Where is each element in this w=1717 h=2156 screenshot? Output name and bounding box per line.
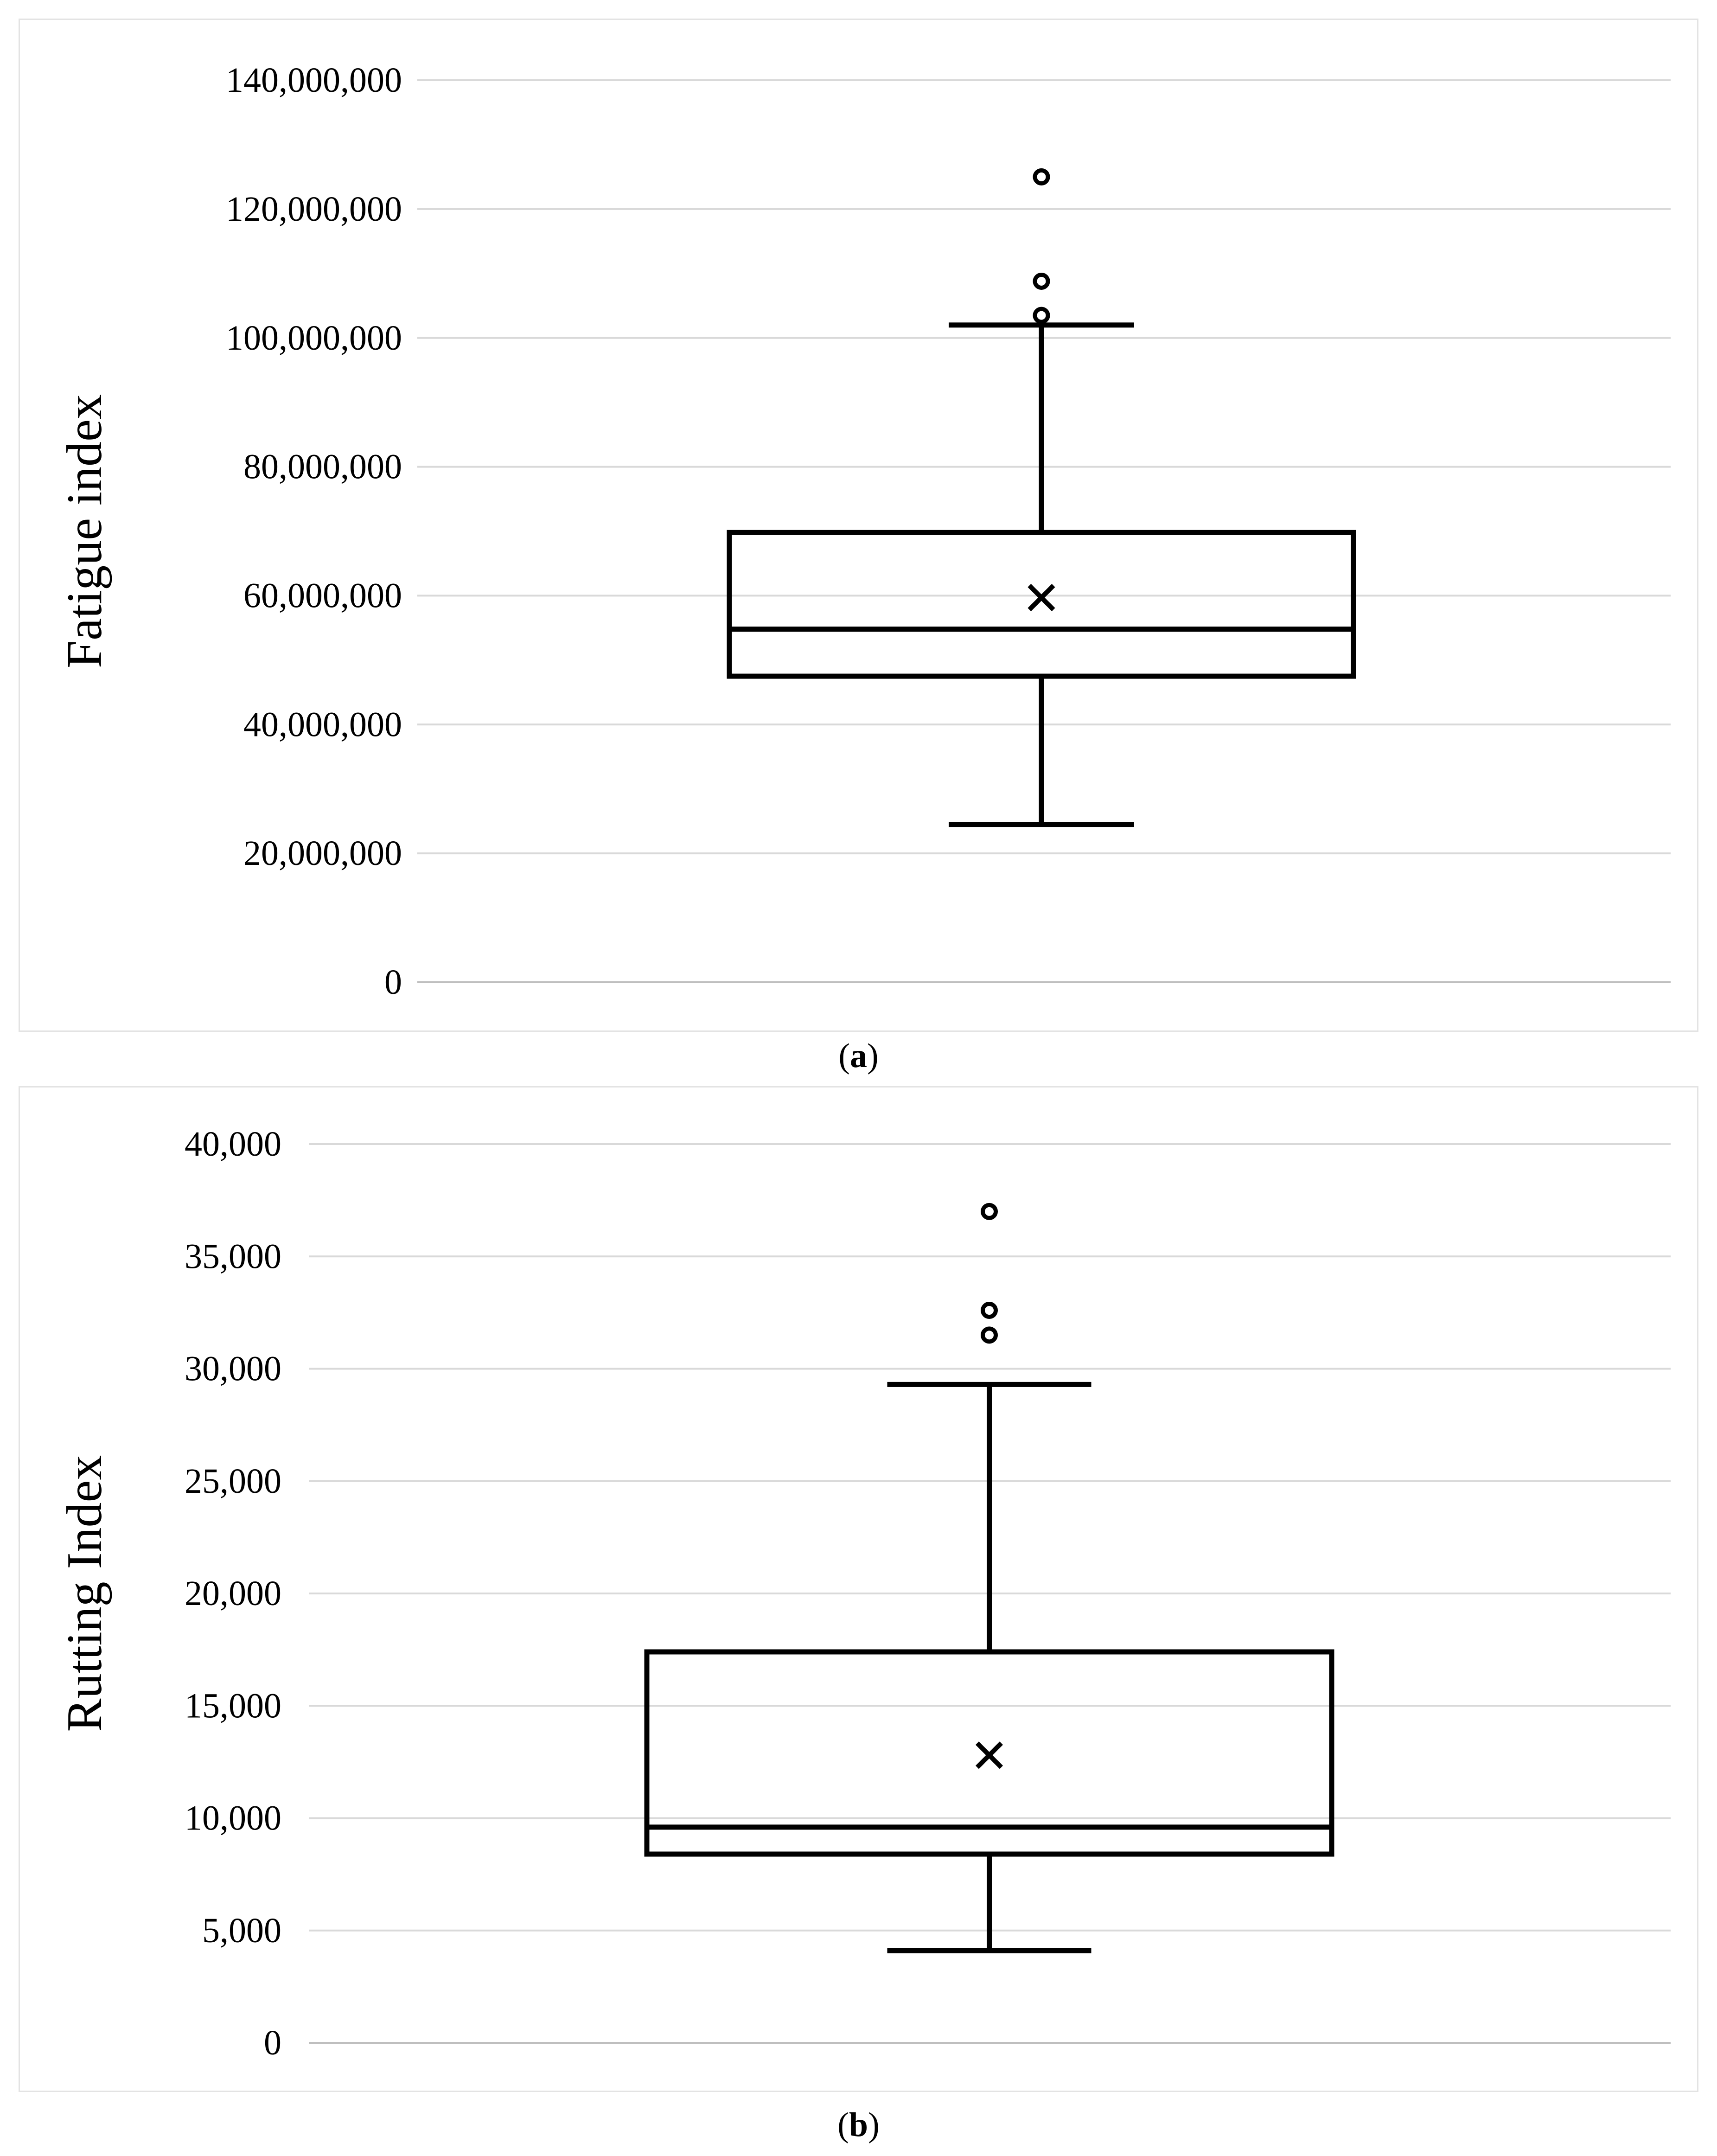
y-tick-label: 60,000,000 <box>243 576 402 615</box>
outlier-point <box>981 1326 998 1344</box>
y-tick-label: 20,000,000 <box>243 834 402 873</box>
caption-a-letter: a <box>850 1037 867 1075</box>
fatigue-index-boxplot: 0 20,000,000 40,000,000 60,000,000 80,000,00… <box>57 61 1671 1002</box>
y-tick-label: 25,000 <box>185 1462 281 1501</box>
chart-panel-b: 0 5,000 10,000 15,000 20,000 25,000 30,000 35,0… <box>19 1086 1698 2092</box>
outlier-point <box>981 1203 998 1220</box>
rutting-index-boxplot: 0 5,000 10,000 15,000 20,000 25,000 30,000 35,0… <box>57 1125 1671 2062</box>
y-tick-label: 20,000 <box>185 1574 281 1613</box>
y-tick-label: 30,000 <box>185 1350 281 1388</box>
y-tick-label: 120,000,000 <box>226 190 402 229</box>
y-tick-label: 15,000 <box>185 1686 281 1725</box>
outlier-point <box>1033 272 1050 290</box>
y-tick-label: 10,000 <box>185 1799 281 1838</box>
y-axis-label: Rutting Index <box>57 1455 112 1732</box>
interquartile-box <box>727 530 1356 679</box>
y-tick-label: 140,000,000 <box>226 61 402 100</box>
y-tick-label: 35,000 <box>185 1237 281 1276</box>
outlier-point <box>981 1302 998 1319</box>
outlier-point <box>1033 307 1050 324</box>
caption-a: (a) <box>838 1037 879 1075</box>
y-tick-label: 0 <box>384 963 402 1002</box>
y-tick-label: 40,000,000 <box>243 705 402 744</box>
caption-b-letter: b <box>849 2106 868 2144</box>
mean-marker <box>975 1741 1003 1769</box>
y-tick-label: 40,000 <box>185 1125 281 1164</box>
y-tick-label: 100,000,000 <box>226 319 402 358</box>
interquartile-box <box>644 1649 1334 1857</box>
mean-marker <box>1028 584 1055 612</box>
caption-b: (b) <box>837 2106 880 2144</box>
y-tick-label: 5,000 <box>202 1911 281 1950</box>
y-tick-label: 80,000,000 <box>243 448 402 486</box>
y-axis-label: Fatigue index <box>57 394 112 668</box>
outlier-point <box>1033 168 1050 186</box>
y-tick-label: 0 <box>264 2023 281 2062</box>
chart-panel-a: 0 20,000,000 40,000,000 60,000,000 80,000,00… <box>19 19 1698 1032</box>
